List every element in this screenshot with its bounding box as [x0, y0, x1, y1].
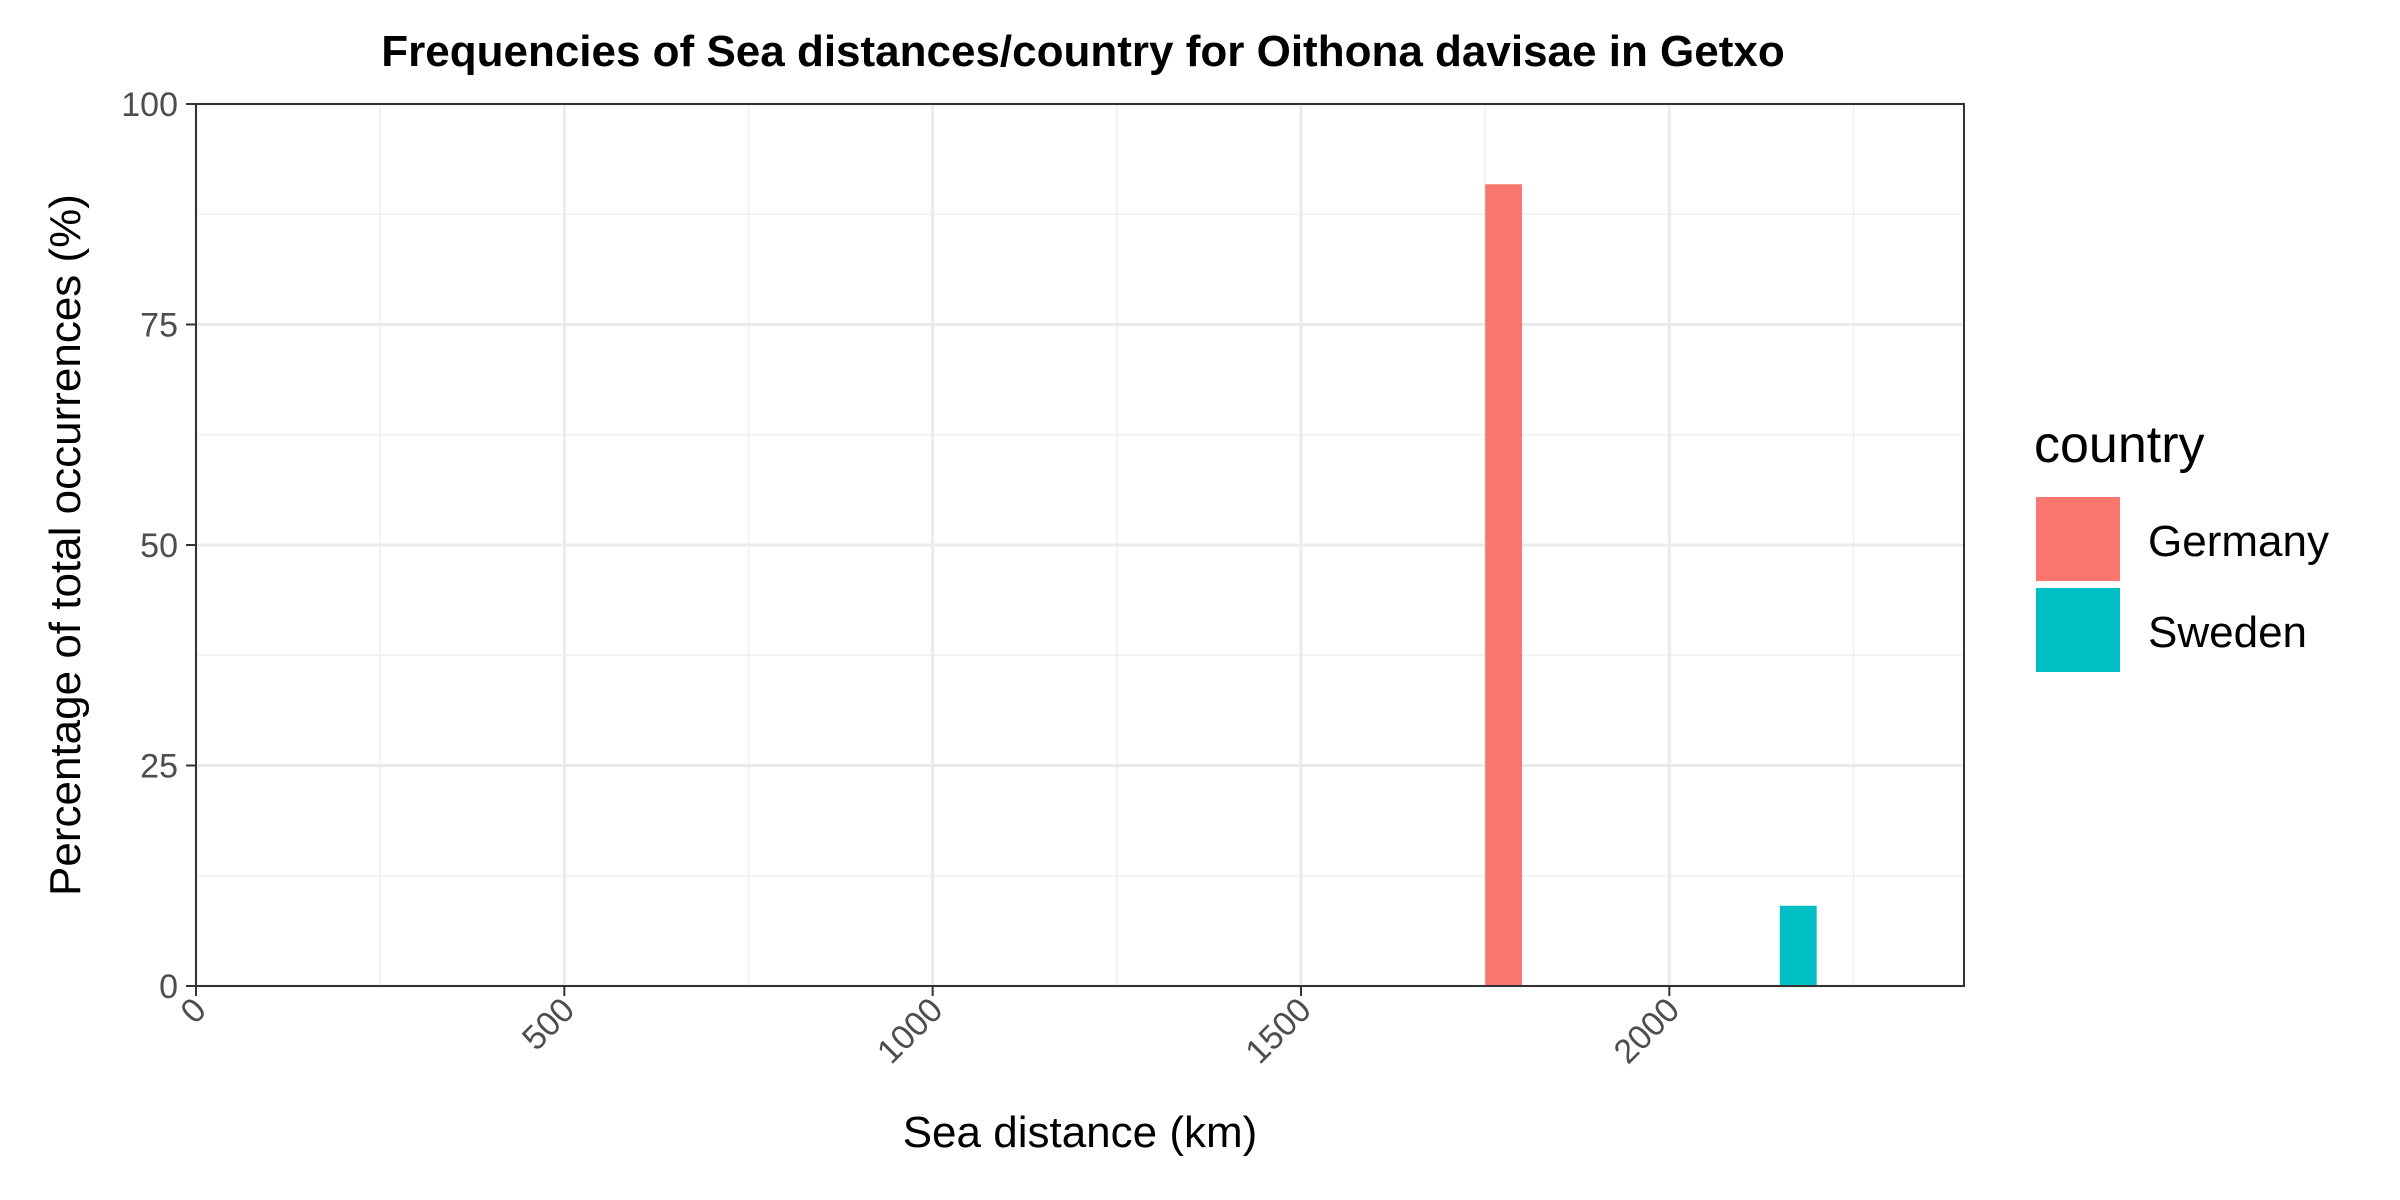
- legend: country Germany Sweden: [2034, 416, 2329, 672]
- y-tick-label: 50: [140, 527, 178, 565]
- y-tick-label: 0: [159, 968, 178, 1006]
- legend-swatch-germany: [2036, 497, 2120, 581]
- legend-title: country: [2034, 416, 2205, 474]
- chart-title: Frequencies of Sea distances/country for…: [381, 27, 1785, 76]
- y-axis: 0 25 50 75 100: [121, 86, 196, 1006]
- legend-swatch-sweden: [2036, 588, 2120, 672]
- x-axis-label: Sea distance (km): [903, 1108, 1258, 1157]
- bar-sweden: [1779, 905, 1817, 986]
- bars: [1485, 184, 1817, 987]
- legend-label-sweden: Sweden: [2148, 608, 2307, 657]
- y-axis-label: Percentage of total occurrences (%): [41, 194, 90, 896]
- y-tick-label: 25: [140, 748, 178, 786]
- y-tick-label: 100: [121, 86, 178, 124]
- y-tick-label: 75: [140, 307, 178, 345]
- bar-germany: [1485, 184, 1522, 987]
- legend-label-germany: Germany: [2148, 517, 2329, 566]
